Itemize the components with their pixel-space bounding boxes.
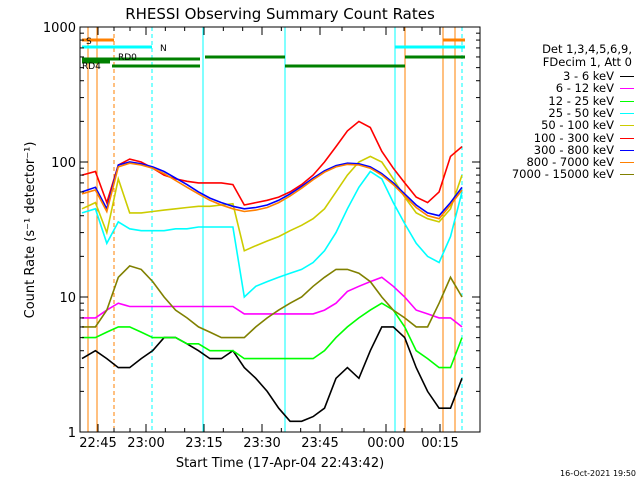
- legend-label: 7000 - 15000 keV: [511, 167, 614, 182]
- series-group: [81, 120, 463, 423]
- series-line-3: [81, 170, 463, 299]
- legend-label: 50 - 100 keV: [541, 118, 614, 133]
- flag-label-n: N: [160, 44, 167, 54]
- legend-swatch: [620, 112, 634, 114]
- legend-swatch: [620, 76, 634, 77]
- y-axis: 1 10 100 1000: [43, 21, 480, 441]
- y-axis-label: Count Rate (s⁻¹ detector⁻¹): [23, 142, 38, 319]
- y-tick-label: 1: [68, 426, 76, 441]
- x-tick-label: 00:15: [421, 436, 458, 451]
- x-tick-label: 22:45: [79, 436, 116, 451]
- legend-label: 3 - 6 keV: [563, 69, 614, 83]
- legend-label: 12 - 25 keV: [548, 93, 614, 108]
- flag-label-rd4: RD4: [82, 62, 101, 72]
- series-line-0: [81, 326, 463, 423]
- y-tick-label: 1000: [43, 21, 76, 36]
- x-tick-label: 23:30: [243, 436, 280, 451]
- x-tick-label: 23:15: [185, 436, 222, 451]
- y-tick-label: 100: [51, 156, 76, 171]
- series-line-8: [82, 264, 463, 339]
- legend-swatch: [620, 174, 634, 176]
- chart-title: RHESSI Observing Summary Count Rates: [125, 5, 435, 23]
- flag-label-s: S: [86, 37, 92, 47]
- legend-swatch: [620, 162, 634, 164]
- legend-swatch: [620, 137, 634, 139]
- plot-frame: [79, 26, 481, 433]
- legend-label: 6 - 12 keV: [555, 81, 614, 96]
- x-tick-label: 00:00: [367, 436, 404, 451]
- footer-timestamp: 16-Oct-2021 19:50: [560, 469, 636, 478]
- y-tick-label: 10: [59, 291, 76, 306]
- x-axis: 22:45 23:00 23:15 23:30 23:45 00:00 00:15: [79, 27, 459, 451]
- series-line-7: [81, 162, 463, 220]
- legend-label: 25 - 50 keV: [548, 105, 614, 120]
- legend-label: 100 - 300 keV: [533, 130, 614, 145]
- legend-swatch: [620, 125, 634, 127]
- legend-swatch: [620, 88, 634, 90]
- x-tick-label: 23:00: [127, 436, 164, 451]
- flag-label-rd0: RD0: [118, 53, 137, 63]
- x-axis-label: Start Time (17-Apr-04 22:43:42): [176, 456, 384, 471]
- x-tick-label: 23:45: [301, 436, 338, 451]
- legend-label: 300 - 800 keV: [533, 142, 614, 157]
- flag-bars: S N RD0 RD4: [82, 37, 465, 72]
- legend-swatch: [620, 149, 634, 151]
- series-line-6: [81, 161, 463, 217]
- legend-label: 800 - 7000 keV: [526, 155, 614, 170]
- series-line-2: [82, 302, 463, 369]
- legend-swatch: [620, 100, 634, 102]
